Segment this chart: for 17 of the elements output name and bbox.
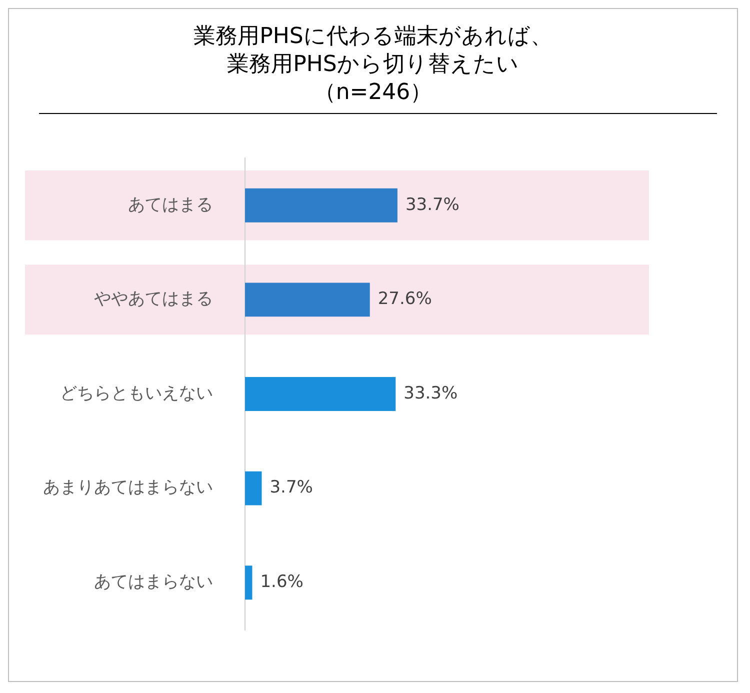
bar: [245, 471, 262, 506]
data-label: 33.7%: [405, 194, 460, 215]
data-label: 27.6%: [378, 289, 432, 310]
y-tick-label: あてはまらない: [94, 572, 213, 592]
y-tick-label: あまりあてはまらない: [43, 478, 213, 498]
bar: [245, 566, 252, 600]
y-tick-label: ややあてはまる: [94, 289, 213, 310]
bar: [245, 188, 398, 222]
bar: [245, 282, 370, 317]
chart-subtitle: （n=246）: [312, 79, 434, 107]
chart-title: 業務用PHSに代わる端末があれば、業務用PHSから切り替えたい: [192, 23, 554, 79]
data-label: 3.7%: [270, 478, 313, 498]
data-label: 33.3%: [404, 383, 458, 404]
y-tick-label: あてはまる: [128, 194, 213, 215]
y-tick-label: どちらともいえない: [60, 383, 213, 404]
data-label: 1.6%: [260, 572, 304, 592]
bar: [245, 377, 396, 411]
